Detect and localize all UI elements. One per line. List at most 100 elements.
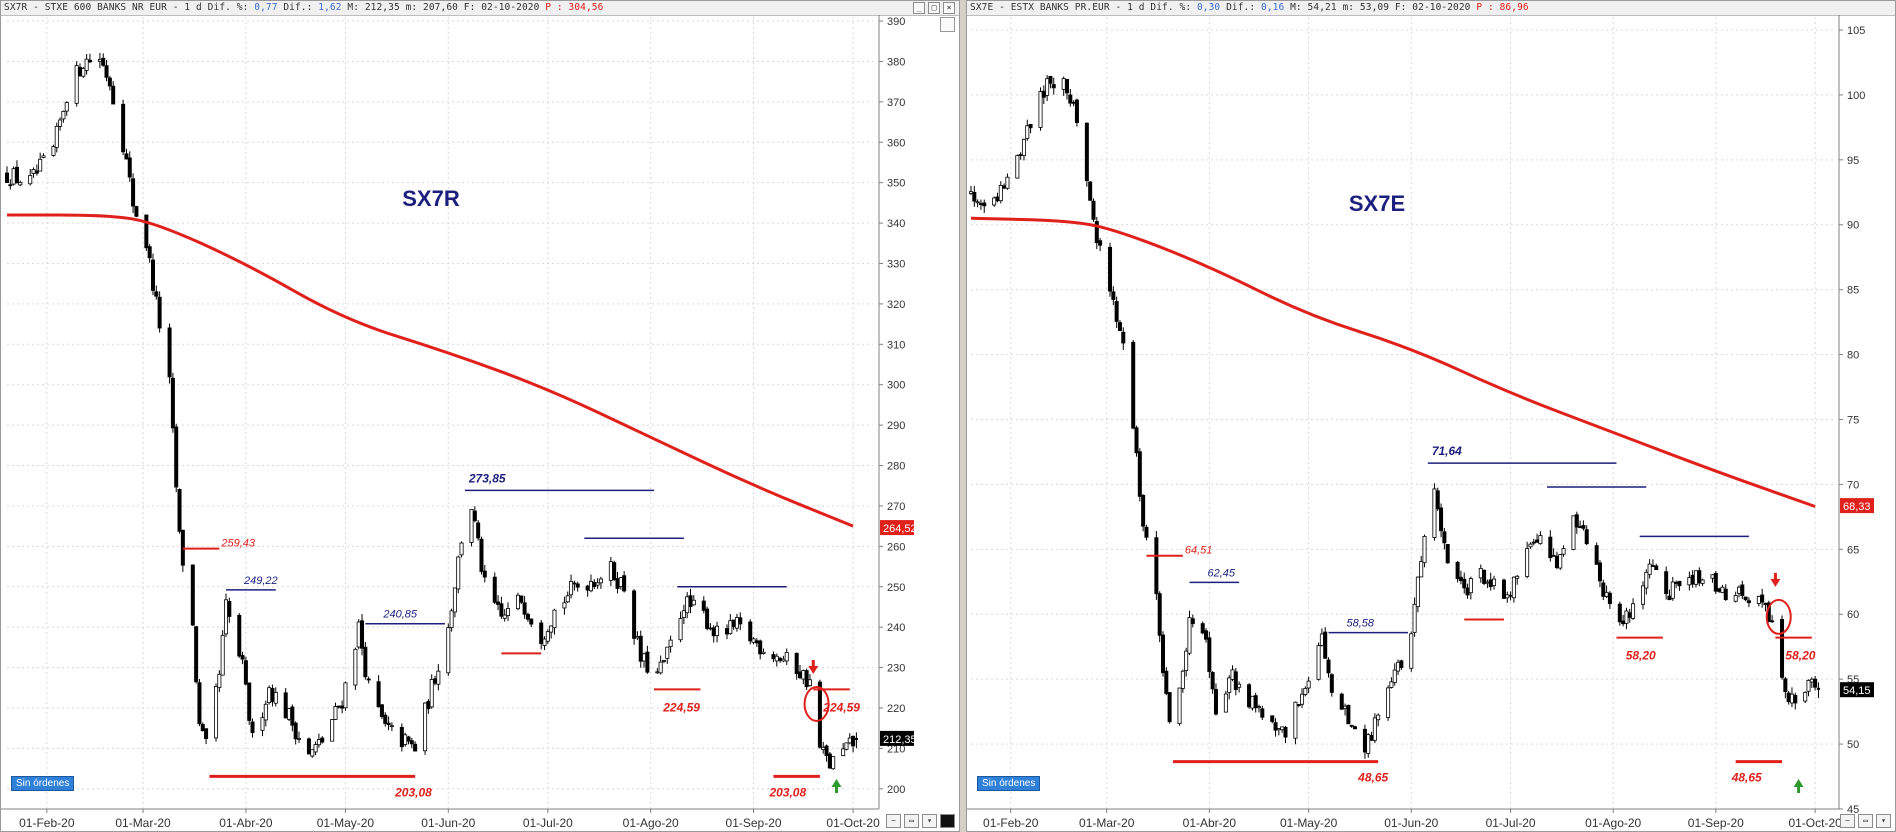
chart-canvas[interactable]: 200 210 220 230 240 250 260 270 280 290 300 310 320 3… <box>1 1 960 832</box>
chart-type-icon[interactable]: ▾ <box>1876 814 1891 828</box>
candle-body <box>588 581 593 592</box>
minimize-button[interactable]: _ <box>913 2 925 14</box>
annotation-label: 203,08 <box>768 785 806 799</box>
candle-body <box>982 202 987 207</box>
candle-body <box>758 640 763 655</box>
y-tick-label: 50 <box>1847 739 1859 751</box>
candle-body <box>423 702 428 752</box>
chart-toolbar: ~ ▭ ▾ <box>1840 814 1891 828</box>
candle-body <box>1740 584 1745 596</box>
candle-body <box>1442 531 1447 544</box>
candle-body <box>691 599 696 606</box>
candle-body <box>1303 688 1308 695</box>
candle-body <box>734 617 739 629</box>
candle-body <box>111 85 116 105</box>
status-badge[interactable]: Sin órdenes <box>977 776 1041 791</box>
candle-body <box>227 601 232 617</box>
header-text: Dif.: <box>1220 2 1261 13</box>
x-tick-label: 01-Jun-20 <box>1384 816 1438 830</box>
highlight-ellipse <box>803 685 830 722</box>
candle-body <box>1137 451 1142 497</box>
chart-type-icon[interactable]: ▾ <box>922 814 937 828</box>
candle-body <box>1223 693 1228 713</box>
candle-body <box>1584 529 1589 545</box>
candle-body <box>1674 582 1679 584</box>
y-tick-label: 60 <box>1847 609 1859 621</box>
candle-body <box>104 65 109 78</box>
candle-body <box>1439 507 1444 532</box>
candle-body <box>223 599 228 635</box>
candle-body <box>217 673 222 689</box>
annotation-label: 224,59 <box>822 700 860 714</box>
candle-body <box>1180 670 1185 689</box>
chart-save-icon[interactable]: ▭ <box>1858 814 1873 828</box>
candle-body <box>771 654 776 660</box>
candle-body <box>1650 565 1655 567</box>
candle-body <box>1422 535 1427 564</box>
candle-body <box>270 687 275 702</box>
chart-save-icon[interactable]: ▭ <box>904 814 919 828</box>
candle-body <box>1531 541 1536 544</box>
candle-body <box>1230 669 1235 680</box>
candle-body <box>150 259 155 291</box>
candle-body <box>1597 562 1602 582</box>
close-button[interactable]: × <box>943 2 955 14</box>
maximize-button[interactable]: □ <box>928 2 940 14</box>
candle-body <box>569 580 574 596</box>
header-pct: 0,77 <box>254 2 278 13</box>
chart-grid <box>971 17 1835 810</box>
candle-body <box>1515 575 1520 579</box>
candle-body <box>1210 672 1215 690</box>
candle-body <box>1187 617 1192 654</box>
candle-body <box>1114 301 1119 322</box>
candle-body <box>1511 576 1516 599</box>
candle-body <box>1654 565 1659 571</box>
candle-body <box>1488 579 1493 588</box>
candle-body <box>1501 579 1506 599</box>
candle-body <box>1068 94 1073 104</box>
chart-tool-icon[interactable]: ~ <box>886 814 901 828</box>
candle-body <box>97 58 102 62</box>
candle-body <box>1141 494 1146 527</box>
chart-panel-sx7e: SX7E - ESTX BANKS PR.EUR - 1 d Dif. %: 0… <box>966 0 1896 832</box>
candle-body <box>1700 579 1705 584</box>
candle-body <box>995 196 1000 202</box>
y-tick-label: 330 <box>887 258 905 270</box>
candle-body <box>1789 693 1794 704</box>
candle-body <box>1548 536 1553 559</box>
candle-body <box>492 576 497 603</box>
candle-body <box>1505 594 1510 599</box>
candle-body <box>632 590 637 639</box>
candle-body <box>562 602 567 609</box>
candle-body <box>433 678 438 684</box>
candle-body <box>592 581 597 588</box>
candle-body <box>1293 701 1298 739</box>
candle-body <box>479 538 484 572</box>
candle-body <box>8 184 13 187</box>
candle-body <box>1071 101 1076 104</box>
candle-body <box>1419 561 1424 578</box>
status-badge[interactable]: Sin órdenes <box>11 776 75 791</box>
chart-menu-button[interactable] <box>940 17 955 32</box>
candle-body <box>1803 691 1808 702</box>
candle-body <box>1647 563 1652 575</box>
chart-title: SX7R <box>402 186 460 211</box>
candle-body <box>157 296 162 329</box>
header-pre: P : 304,56 <box>545 2 604 13</box>
candle-body <box>131 178 136 207</box>
chart-tool-icon[interactable]: ~ <box>1840 814 1855 828</box>
candle-body <box>841 748 846 757</box>
candle-body <box>1492 578 1497 586</box>
chart-color-icon[interactable] <box>940 814 955 828</box>
header-text: M: 212,35 m: 207,60 F: 02-10-2020 <box>341 2 546 13</box>
candle-body <box>446 627 451 674</box>
price-tag <box>880 520 914 536</box>
annotation-label: 71,64 <box>1432 444 1462 458</box>
candle-body <box>1690 574 1695 585</box>
candle-body <box>496 601 501 605</box>
candle-body <box>1131 341 1136 429</box>
chart-grid <box>7 17 873 809</box>
candle-body <box>1631 603 1636 619</box>
candle-body <box>1743 596 1748 601</box>
